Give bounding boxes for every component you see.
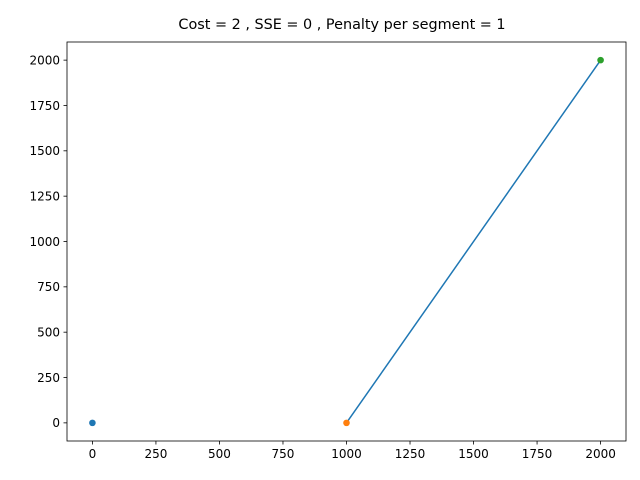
- x-tick-label: 750: [272, 447, 295, 461]
- x-tick-label: 0: [89, 447, 97, 461]
- x-tick-label: 1000: [331, 447, 362, 461]
- y-tick-label: 0: [52, 416, 60, 430]
- y-tick-label: 1750: [29, 99, 60, 113]
- data-point: [597, 56, 604, 64]
- data-point: [343, 419, 350, 427]
- data-point: [89, 419, 96, 427]
- x-tick-label: 1250: [395, 447, 426, 461]
- y-tick-label: 750: [37, 280, 60, 294]
- x-tick-label: 1750: [522, 447, 553, 461]
- x-tick-label: 500: [208, 447, 231, 461]
- x-axis: 0 250 500 750 1000 1250 1500 1750 2000: [89, 441, 616, 461]
- y-tick-label: 1250: [29, 189, 60, 203]
- y-axis: 0 250 500 750 1000 1250 1500 1750 2000: [29, 53, 67, 430]
- y-tick-label: 250: [37, 371, 60, 385]
- x-tick-label: 250: [144, 447, 167, 461]
- x-tick-label: 1500: [458, 447, 489, 461]
- y-tick-label: 1500: [29, 144, 60, 158]
- x-tick-label: 2000: [585, 447, 616, 461]
- plot-layer: [89, 56, 604, 427]
- plot-frame: [66, 41, 627, 442]
- y-tick-label: 500: [37, 325, 60, 339]
- y-tick-label: 1000: [29, 235, 60, 249]
- segment-line: [345, 59, 602, 424]
- y-tick-label: 2000: [29, 53, 60, 67]
- chart-title: Cost = 2 , SSE = 0 , Penalty per segment…: [178, 17, 505, 33]
